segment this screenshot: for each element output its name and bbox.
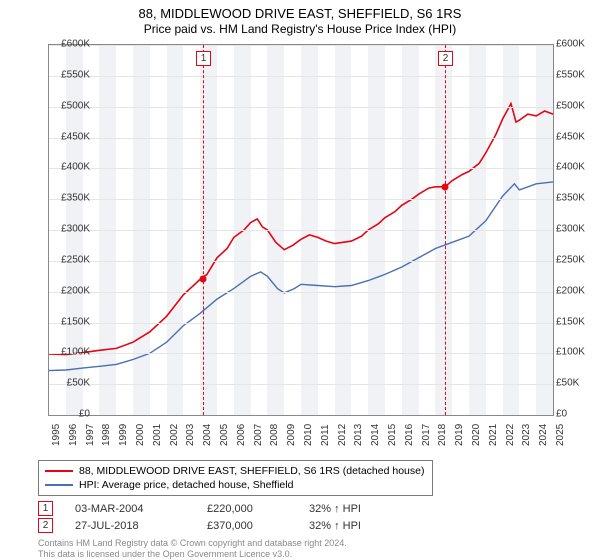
x-tick-label: 1999 — [118, 424, 129, 446]
x-tick-label: 2003 — [185, 424, 196, 446]
legend-label: 88, MIDDLEWOOD DRIVE EAST, SHEFFIELD, S6… — [79, 465, 424, 477]
y-tick-label: £150K — [556, 316, 585, 327]
x-tick-label: 2002 — [169, 424, 180, 446]
x-tick-label: 1997 — [85, 424, 96, 446]
y-tick-label: £350K — [556, 193, 585, 204]
y-tick-label: £100K — [556, 347, 585, 358]
y-tick-label: £600K — [556, 39, 585, 50]
chart-subtitle: Price paid vs. HM Land Registry's House … — [0, 21, 600, 36]
chart-container: 88, MIDDLEWOOD DRIVE EAST, SHEFFIELD, S6… — [0, 0, 600, 560]
sale-row: 1 03-MAR-2004 £220,000 32% ↑ HPI — [38, 500, 361, 517]
x-tick-label: 2009 — [286, 424, 297, 446]
x-tick-label: 2024 — [538, 424, 549, 446]
x-tick-label: 2013 — [353, 424, 364, 446]
x-tick-label: 2020 — [471, 424, 482, 446]
sale-date: 27-JUL-2018 — [75, 520, 185, 532]
x-tick-label: 2001 — [152, 424, 163, 446]
legend-item: HPI: Average price, detached house, Shef… — [45, 478, 424, 492]
legend-item: 88, MIDDLEWOOD DRIVE EAST, SHEFFIELD, S6… — [45, 464, 424, 478]
y-tick-label: £150K — [61, 316, 90, 327]
x-tick-label: 2016 — [404, 424, 415, 446]
y-tick-label: £450K — [61, 131, 90, 142]
footnote-line: This data is licensed under the Open Gov… — [38, 549, 347, 560]
y-tick-label: £200K — [61, 285, 90, 296]
y-tick-label: £400K — [61, 162, 90, 173]
sale-note: 32% ↑ HPI — [309, 520, 361, 532]
y-tick-label: £50K — [556, 378, 579, 389]
x-tick-label: 2000 — [135, 424, 146, 446]
sale-row: 2 27-JUL-2018 £370,000 32% ↑ HPI — [38, 517, 361, 534]
x-tick-label: 1996 — [68, 424, 79, 446]
legend-swatch — [45, 470, 73, 472]
x-tick-label: 2021 — [488, 424, 499, 446]
x-tick-label: 1995 — [51, 424, 62, 446]
plot-area: 12 — [48, 44, 554, 416]
x-tick-label: 2011 — [320, 424, 331, 446]
x-tick-label: 2006 — [236, 424, 247, 446]
y-tick-label: £300K — [556, 224, 585, 235]
x-tick-label: 2014 — [370, 424, 381, 446]
x-tick-label: 2008 — [269, 424, 280, 446]
y-tick-label: £100K — [61, 347, 90, 358]
x-tick-label: 2022 — [505, 424, 516, 446]
legend: 88, MIDDLEWOOD DRIVE EAST, SHEFFIELD, S6… — [38, 460, 433, 496]
sale-marker-flag: 1 — [196, 51, 211, 66]
x-tick-label: 2025 — [555, 424, 566, 446]
x-tick-label: 2005 — [219, 424, 230, 446]
y-tick-label: £550K — [556, 69, 585, 80]
y-tick-label: £550K — [61, 69, 90, 80]
y-tick-label: £250K — [61, 254, 90, 265]
y-tick-label: £400K — [556, 162, 585, 173]
sale-marker-flag: 2 — [438, 51, 453, 66]
y-tick-label: £600K — [61, 39, 90, 50]
footnote-line: Contains HM Land Registry data © Crown c… — [38, 538, 347, 549]
chart-title: 88, MIDDLEWOOD DRIVE EAST, SHEFFIELD, S6… — [0, 0, 600, 21]
x-tick-label: 2007 — [253, 424, 264, 446]
y-tick-label: £0 — [556, 409, 567, 420]
x-tick-label: 2019 — [454, 424, 465, 446]
sales-table: 1 03-MAR-2004 £220,000 32% ↑ HPI 2 27-JU… — [38, 500, 361, 534]
sale-marker-icon: 2 — [38, 518, 53, 533]
y-tick-label: £250K — [556, 254, 585, 265]
y-tick-label: £500K — [61, 100, 90, 111]
footnote: Contains HM Land Registry data © Crown c… — [38, 538, 347, 560]
y-tick-label: £450K — [556, 131, 585, 142]
x-tick-label: 2015 — [387, 424, 398, 446]
y-tick-label: £200K — [556, 285, 585, 296]
sale-date: 03-MAR-2004 — [75, 503, 185, 515]
y-tick-label: £50K — [67, 378, 90, 389]
sale-note: 32% ↑ HPI — [309, 503, 361, 515]
sale-price: £220,000 — [207, 503, 287, 515]
x-tick-label: 2012 — [337, 424, 348, 446]
x-tick-label: 2010 — [303, 424, 314, 446]
y-tick-label: £350K — [61, 193, 90, 204]
sale-marker-icon: 1 — [38, 501, 53, 516]
x-tick-label: 2004 — [202, 424, 213, 446]
x-tick-label: 2023 — [521, 424, 532, 446]
x-tick-label: 2018 — [437, 424, 448, 446]
sale-price: £370,000 — [207, 520, 287, 532]
y-tick-label: £0 — [79, 409, 90, 420]
y-tick-label: £300K — [61, 224, 90, 235]
y-tick-label: £500K — [556, 100, 585, 111]
legend-swatch — [45, 484, 73, 486]
x-tick-label: 2017 — [421, 424, 432, 446]
legend-label: HPI: Average price, detached house, Shef… — [79, 479, 293, 491]
x-tick-label: 1998 — [101, 424, 112, 446]
